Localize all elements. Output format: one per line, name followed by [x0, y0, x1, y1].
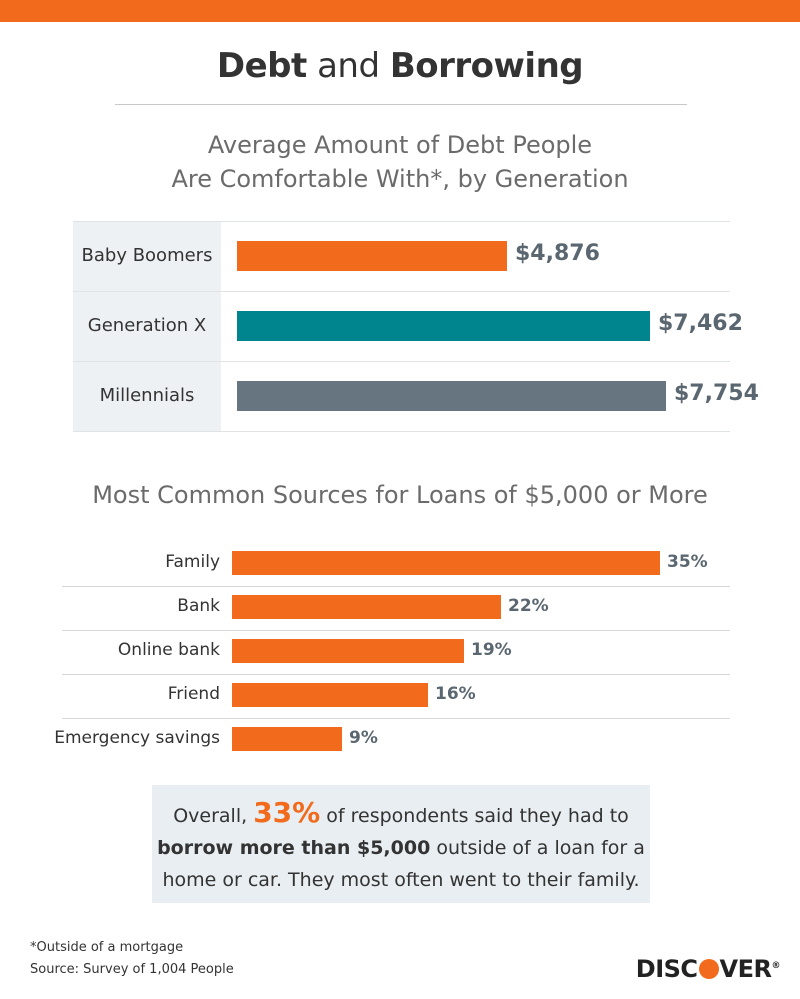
- source-row-divider: [62, 630, 730, 631]
- generation-row-divider: [73, 221, 730, 222]
- chart1-title-line2: Are Comfortable With*, by Generation: [171, 165, 629, 193]
- generation-value-label: $7,462: [658, 311, 743, 336]
- chart1-title: Average Amount of Debt People Are Comfor…: [0, 128, 800, 196]
- title-part-debt: Debt: [216, 46, 307, 86]
- chart2-title: Most Common Sources for Loans of $5,000 …: [92, 481, 708, 509]
- callout-text-4: home or car. They most often went to the…: [162, 869, 640, 891]
- logo-text-post: VER: [719, 955, 772, 983]
- source-bar: [232, 595, 501, 619]
- summary-callout: Overall, 33% of respondents said they ha…: [152, 785, 650, 903]
- discover-logo: DISC VER®: [635, 955, 781, 983]
- top-accent-bar: [0, 0, 800, 22]
- source-value-label: 35%: [667, 552, 708, 572]
- source-label: Bank: [177, 596, 220, 616]
- source-value-label: 9%: [349, 728, 378, 748]
- generation-bar: [237, 311, 650, 341]
- source-label: Emergency savings: [54, 728, 220, 748]
- source-bar: [232, 551, 660, 575]
- callout-text-2: of respondents said they had to: [320, 805, 629, 827]
- source-bar: [232, 683, 428, 707]
- generation-value-label: $7,754: [674, 381, 759, 406]
- chart1-title-line1: Average Amount of Debt People: [207, 131, 593, 159]
- source-label: Family: [165, 552, 220, 572]
- callout-text-1: Overall,: [173, 805, 254, 827]
- generation-row-divider: [73, 431, 730, 432]
- callout-bold: borrow more than $5,000: [157, 837, 431, 859]
- generation-row-divider: [73, 361, 730, 362]
- generation-bar: [237, 381, 666, 411]
- callout-text-3: outside of a loan for a: [430, 837, 645, 859]
- generation-row-divider: [73, 291, 730, 292]
- callout-highlight: 33%: [253, 796, 321, 829]
- footnote-source: Source: Survey of 1,004 People: [30, 962, 234, 977]
- source-row-divider: [62, 586, 730, 587]
- generation-label: Baby Boomers: [81, 245, 213, 266]
- source-label: Friend: [167, 684, 220, 704]
- source-value-label: 16%: [435, 684, 476, 704]
- generation-label: Generation X: [87, 315, 207, 336]
- logo-text-pre: DISC: [635, 955, 698, 983]
- logo-orange-circle: [698, 959, 719, 979]
- title-divider: [115, 104, 687, 105]
- generation-value-label: $4,876: [515, 241, 600, 266]
- source-label: Online bank: [117, 640, 220, 660]
- source-row-divider: [62, 718, 730, 719]
- source-bar: [232, 727, 342, 751]
- source-bar: [232, 639, 464, 663]
- title-part-and: and: [317, 46, 380, 86]
- logo-registered-mark: ®: [771, 961, 781, 971]
- page-title: Debt and Borrowing: [0, 46, 800, 86]
- generation-bar: [237, 241, 507, 271]
- source-value-label: 22%: [508, 596, 549, 616]
- generation-label-panel: [73, 221, 221, 431]
- title-part-borrowing: Borrowing: [389, 46, 584, 86]
- generation-label: Millennials: [99, 385, 195, 406]
- source-row-divider: [62, 674, 730, 675]
- source-value-label: 19%: [471, 640, 512, 660]
- footnote-mortgage: *Outside of a mortgage: [30, 940, 184, 955]
